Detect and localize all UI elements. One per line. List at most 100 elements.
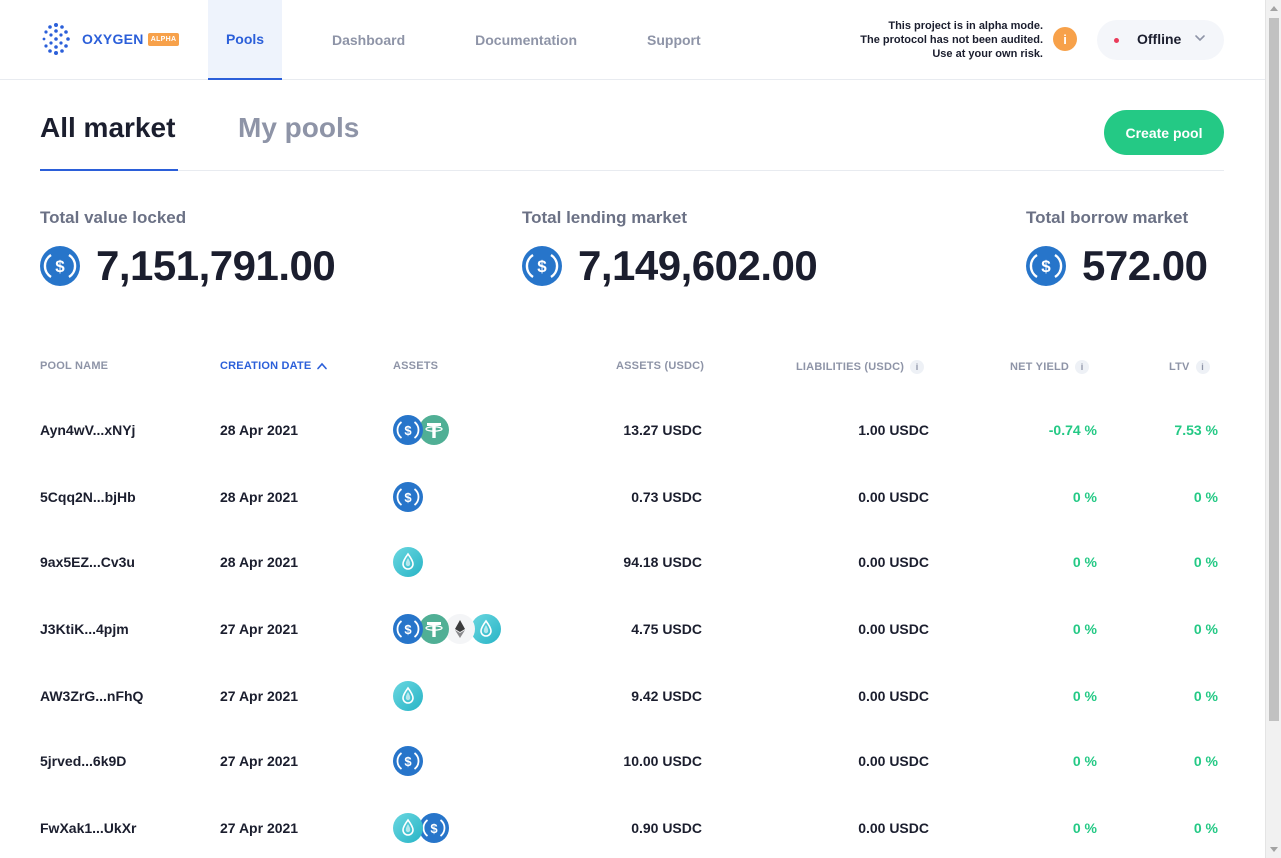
- ltv-cell: 0 %: [1193, 489, 1218, 505]
- assets-usdc-cell: 0.90 USDC: [631, 820, 702, 836]
- assets-usdc-cell: 13.27 USDC: [623, 422, 702, 438]
- svg-text:$: $: [404, 490, 412, 505]
- svg-text:$: $: [1041, 257, 1051, 276]
- asset-icons: [393, 547, 423, 577]
- creation-date-cell: 27 Apr 2021: [220, 820, 299, 836]
- pool-name-cell: 5Cqq2N...bjHb: [40, 489, 136, 505]
- table-row[interactable]: J3KtiK...4pjm 27 Apr 2021 4.75 USDC 0.00 US…: [40, 614, 1224, 644]
- info-warning-icon[interactable]: i: [1053, 27, 1077, 51]
- scroll-thumb[interactable]: [1269, 18, 1279, 721]
- svg-text:$: $: [404, 423, 412, 438]
- create-pool-button[interactable]: Create pool: [1104, 110, 1224, 155]
- table-row[interactable]: 9ax5EZ...Cv3u 28 Apr 2021 94.18 USDC 0.00 U…: [40, 547, 1224, 577]
- stat-total-value-locked: Total value locked $ 7,151,791.00: [40, 208, 336, 290]
- nav-documentation[interactable]: Documentation: [475, 32, 578, 48]
- sort-ascending-icon: [317, 362, 328, 370]
- creation-date-cell: 28 Apr 2021: [220, 489, 299, 505]
- tab-my-pools[interactable]: My pools: [238, 112, 360, 143]
- column-header-creation-date[interactable]: CREATION DATE: [220, 360, 328, 372]
- svg-text:$: $: [430, 821, 438, 836]
- pool-name-cell: AW3ZrG...nFhQ: [40, 688, 144, 704]
- top-header: OXYGEN ALPHA Pools Dashboard Documentati…: [0, 0, 1265, 80]
- scroll-down-arrow-icon[interactable]: [1270, 847, 1278, 852]
- asset-icons: $: [393, 415, 449, 445]
- table-row[interactable]: AW3ZrG...nFhQ 27 Apr 2021 9.42 USDC 0.00 US…: [40, 681, 1224, 711]
- liabilities-cell: 0.00 USDC: [858, 489, 929, 505]
- liabilities-cell: 0.00 USDC: [858, 554, 929, 570]
- info-icon[interactable]: i: [1075, 360, 1090, 374]
- column-header-ltv[interactable]: LTV i: [1169, 360, 1210, 374]
- table-row[interactable]: FwXak1...UkXr 27 Apr 2021 0.90 USDC 0.00 US…: [40, 813, 1224, 843]
- column-header-pool-name[interactable]: POOL NAME: [40, 360, 108, 372]
- ltv-cell: 0 %: [1193, 621, 1218, 637]
- column-header-label: NET YIELD: [1010, 361, 1070, 373]
- brand-name: OXYGEN: [82, 31, 144, 47]
- network-status-dropdown[interactable]: Offline: [1097, 20, 1224, 60]
- alpha-notice: This project is in alpha mode. The proto…: [860, 19, 1043, 61]
- ltv-cell: 7.53 %: [1174, 422, 1218, 438]
- creation-date-cell: 28 Apr 2021: [220, 554, 299, 570]
- nav-support[interactable]: Support: [647, 32, 701, 48]
- net-yield-cell: 0 %: [1072, 753, 1097, 769]
- column-header-label: POOL NAME: [40, 360, 109, 372]
- asset-icons: $: [393, 813, 449, 843]
- table-row[interactable]: 5jrved...6k9D 27 Apr 2021 10.00 USDC 0.00 U…: [40, 746, 1224, 776]
- pool-name-cell: FwXak1...UkXr: [40, 820, 137, 836]
- nav-dashboard[interactable]: Dashboard: [332, 32, 406, 48]
- creation-date-cell: 28 Apr 2021: [220, 422, 299, 438]
- asset-icons: $: [393, 482, 423, 512]
- pool-name-cell: 9ax5EZ...Cv3u: [40, 554, 135, 570]
- drop-token-icon: [393, 547, 423, 577]
- usdc-icon: $: [393, 482, 423, 512]
- column-header-label: CREATION DATE: [220, 360, 312, 372]
- stat-value: 572.00: [1082, 242, 1208, 289]
- pool-name-cell: 5jrved...6k9D: [40, 753, 127, 769]
- alpha-notice-line: The protocol has not been audited.: [860, 34, 1043, 46]
- page-scrollbar[interactable]: [1265, 0, 1281, 858]
- asset-icons: $: [393, 614, 501, 644]
- table-row[interactable]: 5Cqq2N...bjHb 28 Apr 2021 0.73 USDC 0.00 US…: [40, 482, 1224, 512]
- usdc-icon: $: [419, 813, 449, 843]
- network-status-label: Offline: [1137, 31, 1182, 47]
- usdc-icon: $: [40, 246, 80, 286]
- net-yield-cell: 0 %: [1072, 554, 1097, 570]
- tab-all-market[interactable]: All market: [40, 112, 178, 171]
- stat-label: Total lending market: [522, 208, 687, 227]
- column-header-label: LTV: [1169, 361, 1190, 373]
- creation-date-cell: 27 Apr 2021: [220, 688, 299, 704]
- table-row[interactable]: Ayn4wV...xNYj 28 Apr 2021 13.27 USDC 1.00 U…: [40, 415, 1224, 445]
- nav-pools[interactable]: Pools: [208, 0, 282, 80]
- svg-text:$: $: [404, 754, 412, 769]
- stat-total-borrow-market: Total borrow market $ 572.00: [1026, 208, 1208, 290]
- scroll-up-arrow-icon[interactable]: [1270, 6, 1278, 11]
- logo[interactable]: OXYGEN ALPHA: [40, 22, 180, 56]
- drop-token-icon: [393, 813, 423, 843]
- net-yield-cell: -0.74 %: [1048, 422, 1097, 438]
- assets-usdc-cell: 4.75 USDC: [631, 621, 702, 637]
- column-header-label: LIABILITIES (USDC): [796, 361, 905, 373]
- stat-total-lending-market: Total lending market $ 7,149,602.00: [522, 208, 818, 290]
- net-yield-cell: 0 %: [1072, 621, 1097, 637]
- net-yield-cell: 0 %: [1072, 688, 1097, 704]
- usdt-icon: [419, 415, 449, 445]
- column-header-net-yield[interactable]: NET YIELD i: [1010, 360, 1090, 374]
- liabilities-cell: 0.00 USDC: [858, 621, 929, 637]
- usdc-icon: $: [393, 415, 423, 445]
- oxygen-logo-icon: [42, 23, 70, 55]
- liabilities-cell: 0.00 USDC: [858, 753, 929, 769]
- usdc-icon: $: [393, 746, 423, 776]
- svg-text:$: $: [55, 257, 65, 276]
- ltv-cell: 0 %: [1193, 820, 1218, 836]
- stat-value: 7,151,791.00: [96, 242, 336, 289]
- assets-usdc-cell: 10.00 USDC: [623, 753, 702, 769]
- asset-icons: [393, 681, 423, 711]
- column-header-assets[interactable]: ASSETS: [393, 360, 438, 372]
- info-icon[interactable]: i: [1195, 360, 1210, 374]
- usdc-icon: $: [522, 246, 562, 286]
- column-header-assets-usdc[interactable]: ASSETS (USDC): [616, 360, 704, 372]
- alpha-badge: ALPHA: [147, 32, 180, 46]
- info-icon[interactable]: i: [910, 360, 925, 374]
- svg-text:$: $: [404, 622, 412, 637]
- column-header-liabilities[interactable]: LIABILITIES (USDC) i: [796, 360, 925, 374]
- stat-value: 7,149,602.00: [578, 242, 818, 289]
